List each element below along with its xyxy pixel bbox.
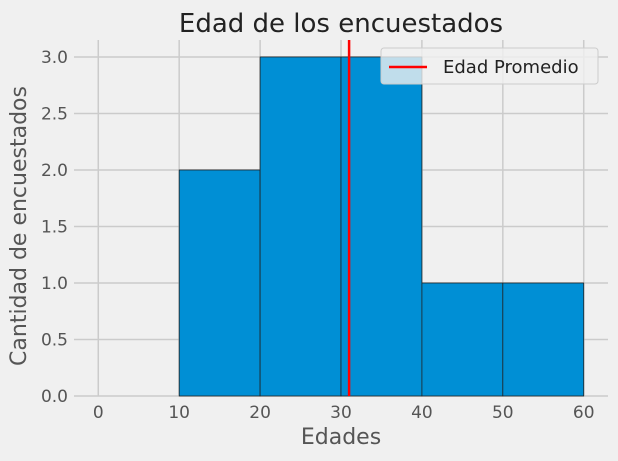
y-axis-label: Cantidad de encuestados — [7, 86, 32, 366]
x-tick-labels: 0 10 20 30 40 50 60 — [93, 403, 595, 423]
histogram-bar — [421, 282, 504, 397]
y-tick-label: 3.0 — [41, 48, 68, 68]
y-tick-label: 1.5 — [41, 217, 68, 237]
histogram-bar — [340, 56, 423, 397]
x-tick-label: 40 — [411, 403, 433, 423]
histogram-bar — [259, 56, 342, 397]
x-tick-label: 50 — [492, 403, 514, 423]
x-axis-label: Edades — [301, 425, 381, 450]
y-tick-label: 2.0 — [41, 161, 68, 181]
histogram-bar — [178, 169, 261, 397]
y-tick-label: 0.0 — [41, 387, 68, 407]
x-tick-label: 30 — [330, 403, 352, 423]
histogram-bars — [178, 56, 585, 397]
x-tick-label: 0 — [93, 403, 104, 423]
x-tick-label: 60 — [573, 403, 595, 423]
legend-label: Edad Promedio — [443, 57, 579, 78]
x-tick-label: 20 — [249, 403, 271, 423]
y-tick-label: 2.5 — [41, 104, 68, 124]
y-tick-label: 1.0 — [41, 274, 68, 294]
histogram-bar — [502, 282, 585, 397]
chart-title: Edad de los encuestados — [179, 9, 503, 39]
y-tick-label: 0.5 — [41, 330, 68, 350]
y-tick-labels: 0.0 0.5 1.0 1.5 2.0 2.5 3.0 — [41, 48, 68, 407]
legend-box — [380, 47, 599, 85]
legend: Edad Promedio — [380, 47, 599, 85]
x-tick-label: 10 — [168, 403, 190, 423]
